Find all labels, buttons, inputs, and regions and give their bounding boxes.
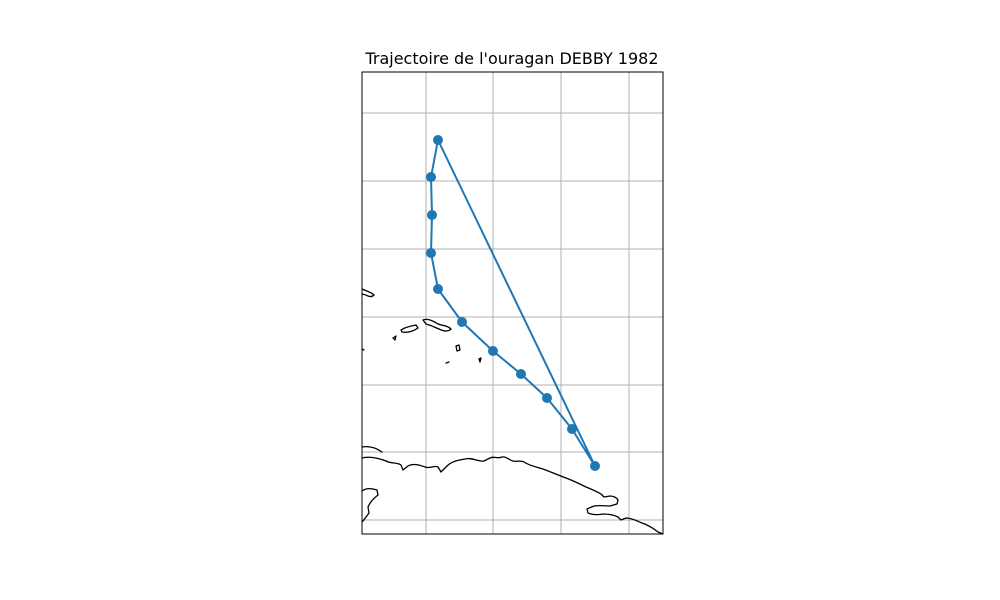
track-point [426,248,436,258]
track-point [426,172,436,182]
track-point [516,369,526,379]
coastlines [362,288,663,534]
map-frame [361,71,664,535]
coastline [362,446,383,453]
coastline [362,456,663,534]
coastline [445,361,450,364]
coastline [392,335,397,341]
map-area [362,72,663,534]
track-point [488,346,498,356]
coastline [422,318,452,332]
graticule [362,72,663,534]
coastline [362,487,379,523]
storm-track [426,135,600,471]
track-line [430,139,596,467]
track-point [457,317,467,327]
track-point [433,284,443,294]
track-point [427,210,437,220]
coastline [478,357,482,363]
track-point [433,135,443,145]
track-point [567,424,577,434]
map-background [362,72,663,534]
track-point [590,461,600,471]
coastline [455,344,461,352]
track-point [542,393,552,403]
coastline [362,288,375,298]
coastline [400,324,419,333]
map-title: Trajectoire de l'ouragan DEBBY 1982 [364,49,658,68]
